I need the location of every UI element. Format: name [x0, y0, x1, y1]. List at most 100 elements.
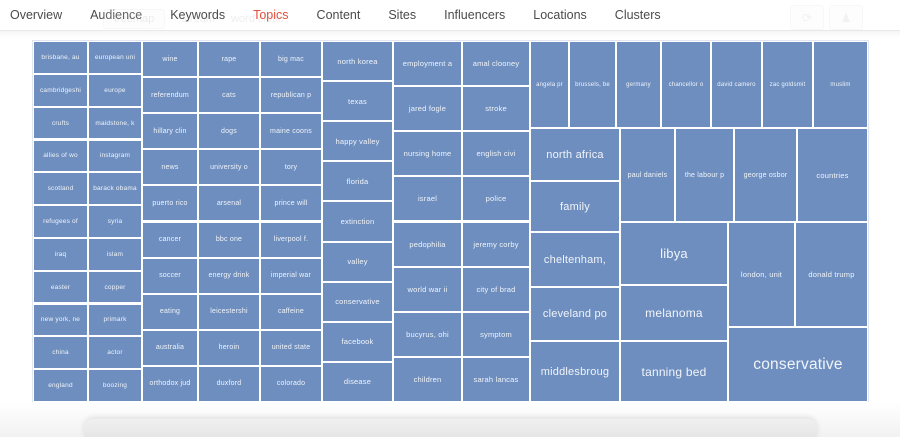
treemap-cell[interactable]: conservative	[322, 281, 393, 322]
treemap-cell[interactable]: happy valley	[322, 121, 393, 162]
treemap-cell[interactable]: scotland	[33, 172, 88, 206]
treemap-cell[interactable]: the labour p	[675, 128, 734, 222]
treemap-cell[interactable]: facebook	[322, 321, 393, 362]
treemap-cell[interactable]: united state	[260, 329, 322, 366]
treemap-cell[interactable]: symptom	[462, 311, 530, 357]
treemap-cell[interactable]: primark	[88, 303, 142, 337]
treemap-cell[interactable]: bbc one	[198, 221, 260, 258]
treemap-cell[interactable]: heroin	[198, 329, 260, 366]
tab-content[interactable]: Content	[316, 8, 361, 22]
treemap-cell[interactable]: bucyrus, ohi	[393, 311, 462, 357]
treemap-cell[interactable]: north korea	[322, 41, 393, 82]
treemap-cell[interactable]: stroke	[462, 86, 530, 132]
tab-influencers[interactable]: Influencers	[444, 8, 506, 22]
treemap-cell[interactable]: children	[393, 356, 462, 402]
treemap-cell[interactable]: maidstone, k	[88, 106, 142, 140]
treemap-cell[interactable]: news	[142, 149, 198, 186]
treemap-cell[interactable]: easter	[33, 270, 88, 304]
treemap-cell[interactable]: city of brad	[462, 266, 530, 312]
treemap-cell[interactable]: brussels, be	[569, 41, 616, 128]
treemap-cell[interactable]: cleveland po	[530, 287, 620, 341]
treemap-cell[interactable]: refugees of	[33, 205, 88, 238]
treemap-cell[interactable]: angela pr	[530, 41, 569, 128]
tab-audience[interactable]: Audience	[90, 8, 143, 22]
treemap-cell[interactable]: syria	[88, 205, 142, 238]
treemap-cell[interactable]: europe	[88, 73, 142, 107]
treemap-cell[interactable]: energy drink	[198, 257, 260, 294]
treemap-cell[interactable]: muslim	[813, 41, 868, 128]
treemap-cell[interactable]: iraq	[33, 237, 88, 271]
treemap-cell[interactable]: countries	[797, 128, 868, 222]
treemap-cell[interactable]: north africa	[530, 128, 620, 181]
treemap-cell[interactable]: big mac	[260, 41, 322, 78]
treemap-cell[interactable]: paul daniels	[620, 128, 675, 222]
treemap-cell[interactable]: barack obama	[88, 172, 142, 206]
treemap-cell[interactable]: amal clooney	[462, 41, 530, 87]
treemap-cell[interactable]: jared fogle	[393, 86, 462, 132]
treemap-cell[interactable]: duxford	[198, 365, 260, 402]
treemap-cell[interactable]: boozing	[88, 369, 142, 402]
treemap-cell[interactable]: family	[530, 181, 620, 232]
treemap-cell[interactable]: allies of wo	[33, 139, 88, 173]
treemap-cell[interactable]: melanoma	[620, 285, 728, 341]
treemap-cell[interactable]: caffeine	[260, 293, 322, 330]
treemap-cell[interactable]: libya	[620, 222, 728, 285]
treemap-cell[interactable]: cancer	[142, 221, 198, 258]
tab-clusters[interactable]: Clusters	[614, 8, 661, 22]
treemap-cell[interactable]: republican p	[260, 77, 322, 114]
treemap-cell[interactable]: eating	[142, 293, 198, 330]
treemap-cell[interactable]: hillary clin	[142, 113, 198, 150]
tab-keywords[interactable]: Keywords	[170, 8, 226, 22]
treemap-cell[interactable]: puerto rico	[142, 185, 198, 222]
treemap-cell[interactable]: cheltenham,	[530, 232, 620, 287]
treemap-cell[interactable]: european uni	[88, 41, 142, 74]
treemap-cell[interactable]: david camero	[711, 41, 762, 128]
treemap-cell[interactable]: police	[462, 176, 530, 222]
treemap-cell[interactable]: sarah lancas	[462, 356, 530, 402]
treemap-cell[interactable]: tory	[260, 149, 322, 186]
treemap-cell[interactable]: dogs	[198, 113, 260, 150]
treemap-cell[interactable]: florida	[322, 161, 393, 202]
treemap-cell[interactable]: world war ii	[393, 266, 462, 312]
treemap-cell[interactable]: instagram	[88, 139, 142, 173]
treemap-cell[interactable]: london, unit	[728, 222, 795, 327]
treemap-cell[interactable]: tanning bed	[620, 341, 728, 402]
treemap-cell[interactable]: english civi	[462, 131, 530, 177]
treemap-cell[interactable]: copper	[88, 270, 142, 304]
treemap-cell[interactable]: middlesbroug	[530, 341, 620, 402]
treemap-cell[interactable]: imperial war	[260, 257, 322, 294]
treemap-cell[interactable]: colorado	[260, 365, 322, 402]
treemap-cell[interactable]: cambridgeshi	[33, 73, 88, 107]
treemap-cell[interactable]: maine coons	[260, 113, 322, 150]
treemap-cell[interactable]: crufts	[33, 106, 88, 140]
treemap-cell[interactable]: rape	[198, 41, 260, 78]
treemap-cell[interactable]: employment a	[393, 41, 462, 87]
treemap-cell[interactable]: orthodox jud	[142, 365, 198, 402]
treemap-cell[interactable]: australia	[142, 329, 198, 366]
treemap-cell[interactable]: pedophilia	[393, 221, 462, 267]
treemap-cell[interactable]: england	[33, 369, 88, 402]
treemap-cell[interactable]: actor	[88, 336, 142, 370]
refresh-button[interactable]: ⟳	[790, 5, 824, 30]
tab-overview[interactable]: Overview	[10, 8, 63, 22]
treemap-cell[interactable]: conservative	[728, 327, 868, 402]
treemap-cell[interactable]: prince will	[260, 185, 322, 222]
treemap-cell[interactable]: jeremy corby	[462, 221, 530, 267]
treemap-cell[interactable]: new york, ne	[33, 303, 88, 337]
treemap-cell[interactable]: chancellor o	[661, 41, 711, 128]
treemap-cell[interactable]: china	[33, 336, 88, 370]
tab-topics[interactable]: Topics	[253, 8, 289, 22]
treemap-cell[interactable]: brisbane, au	[33, 41, 88, 74]
treemap-cell[interactable]: disease	[322, 361, 393, 402]
treemap-cell[interactable]: soccer	[142, 257, 198, 294]
treemap-cell[interactable]: donald trump	[795, 222, 868, 327]
treemap-cell[interactable]: zac goldsmit	[762, 41, 813, 128]
treemap-cell[interactable]: extinction	[322, 201, 393, 242]
treemap-cell[interactable]: arsenal	[198, 185, 260, 222]
treemap-cell[interactable]: university o	[198, 149, 260, 186]
treemap-cell[interactable]: nursing home	[393, 131, 462, 177]
tab-locations[interactable]: Locations	[533, 8, 587, 22]
treemap-cell[interactable]: texas	[322, 81, 393, 122]
user-button[interactable]: ♟	[829, 5, 863, 30]
treemap-cell[interactable]: liverpool f.	[260, 221, 322, 258]
